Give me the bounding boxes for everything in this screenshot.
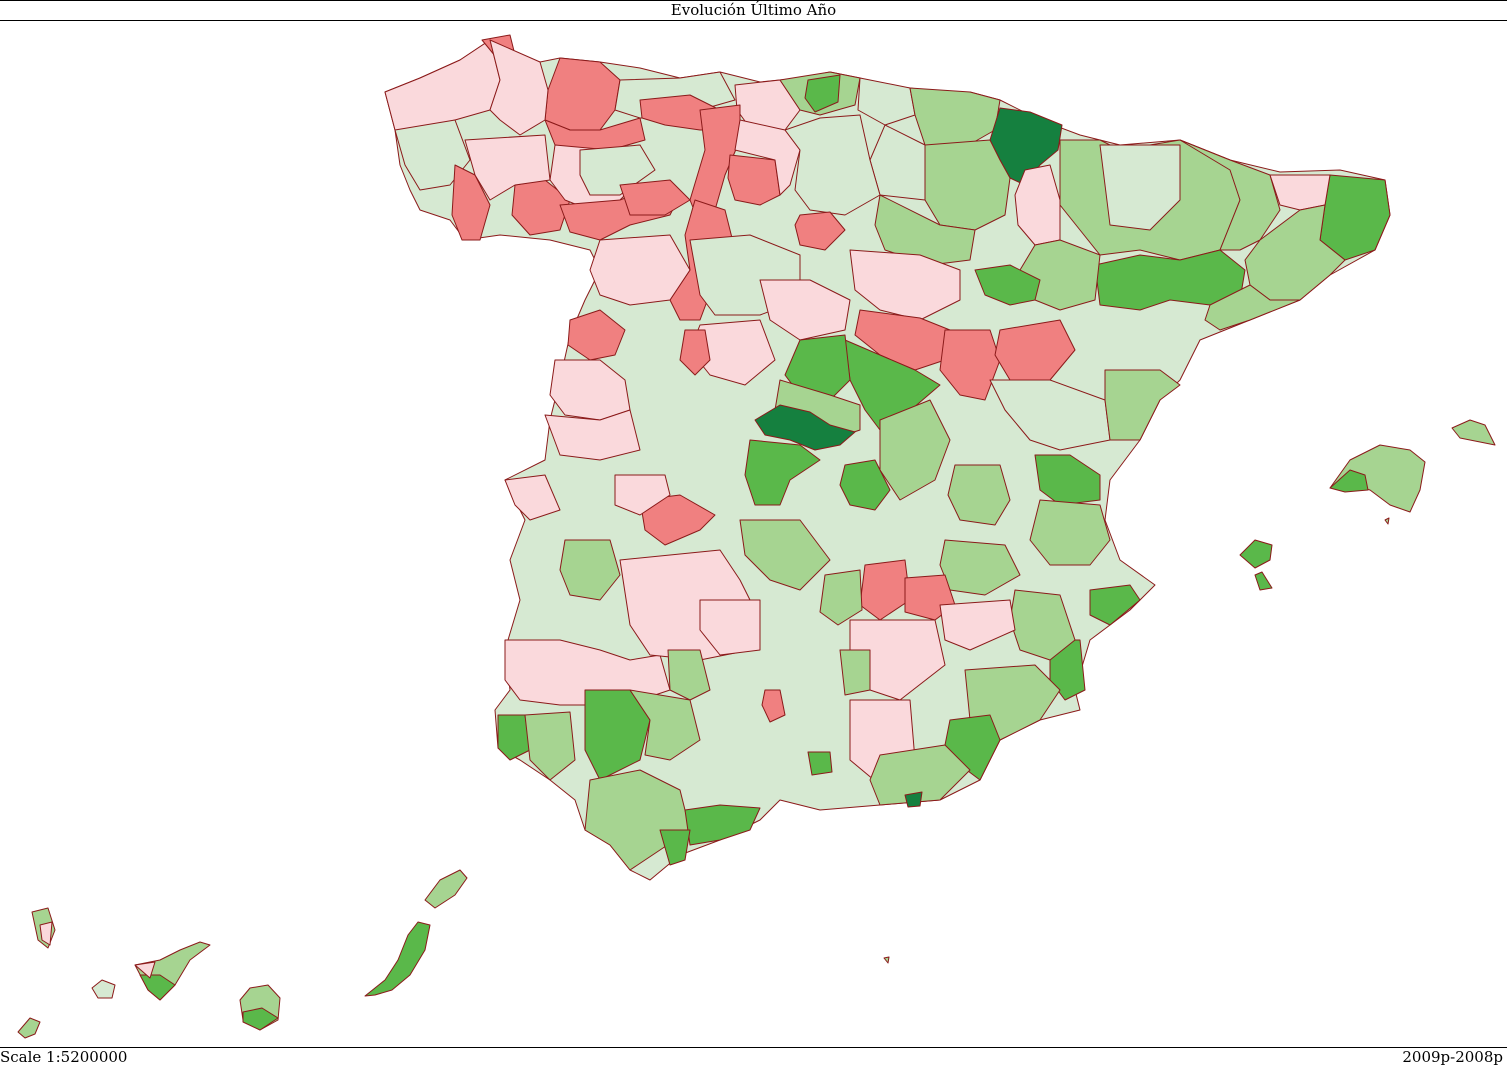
region-cuenca-green3: [839, 459, 891, 511]
region-leon-green: [579, 144, 656, 196]
region-avila-red: [679, 329, 711, 376]
region-almeria-strong: [904, 791, 923, 808]
region-teruel-red: [939, 329, 1001, 401]
map-title-bar: Evolución Último Año: [0, 0, 1507, 21]
region-cuenca-green2: [947, 464, 1011, 526]
region-tarragona: [1204, 284, 1301, 331]
region-lanzarote: [424, 869, 468, 909]
region-caceres-pink: [544, 409, 641, 461]
region-malaga-green: [684, 804, 761, 846]
region-la-gomera: [91, 979, 116, 999]
region-ourense-pink: [464, 134, 551, 201]
region-valencia-center: [1029, 499, 1111, 566]
region-melilla: [883, 956, 890, 964]
region-gran-canaria-green: [242, 1007, 279, 1031]
region-girona-green: [1319, 174, 1391, 261]
region-salamanca-red: [567, 309, 626, 361]
region-rioja-green: [874, 194, 976, 266]
region-cantabria-darkgreen: [804, 74, 841, 113]
region-granada-green: [869, 744, 971, 806]
region-alicante-green: [1089, 584, 1141, 626]
region-lugo-pink: [489, 39, 549, 136]
region-galicia-west: [394, 119, 471, 191]
region-huelva-green2: [524, 711, 576, 781]
region-guadalajara-red: [854, 309, 951, 371]
region-mallorca-green: [1329, 469, 1369, 493]
region-caceres-west-pink: [504, 474, 561, 521]
region-cordoba-pink: [699, 599, 761, 656]
region-el-hierro: [17, 1017, 41, 1039]
region-huesca-center: [1099, 144, 1181, 231]
region-castellon: [1104, 369, 1181, 441]
region-granada-coast-green: [807, 751, 833, 776]
region-soria-pink: [849, 249, 961, 321]
region-tenerife-pink: [134, 961, 156, 979]
region-huelva-green: [497, 714, 531, 761]
region-formentera: [1254, 571, 1273, 591]
region-jaen-red: [761, 689, 786, 723]
region-burgos-red: [727, 154, 781, 206]
region-alava: [869, 124, 926, 201]
region-fuerteventura: [364, 921, 431, 997]
region-toledo-green: [744, 439, 821, 506]
period-label: 2009p-2008p: [1402, 1048, 1503, 1066]
region-jaen-pink2: [939, 599, 1016, 651]
region-tenerife-green: [139, 974, 176, 1001]
region-burgos-red2: [794, 211, 846, 251]
region-caceres-red: [639, 494, 716, 546]
region-malaga-coast: [659, 829, 691, 866]
region-valencia-north-green: [1034, 454, 1101, 506]
region-albacete-green: [939, 539, 1021, 596]
region-caceres-pink2: [614, 474, 671, 516]
region-la-palma-pink: [39, 921, 53, 946]
region-lleida: [1179, 139, 1281, 251]
region-cadiz: [584, 769, 691, 871]
region-leon-red2: [619, 179, 691, 216]
region-burgos-green: [784, 114, 881, 216]
region-barcelona: [1244, 204, 1346, 301]
map-canvas[interactable]: [0, 22, 1507, 1046]
region-cordoba-green2: [839, 649, 871, 696]
region-menorca: [1451, 419, 1496, 446]
region-ciudad-real-green2: [819, 569, 863, 626]
region-sevilla-green2: [629, 689, 701, 761]
spain-choropleth-map[interactable]: [0, 22, 1507, 1046]
map-footer-bar: Scale 1:5200000 2009p-2008p: [0, 1047, 1507, 1068]
region-ibiza: [1239, 539, 1273, 569]
region-zamora-pink: [589, 234, 691, 306]
region-madrid-strong: [754, 404, 856, 451]
region-vizcaya: [857, 77, 916, 126]
region-ceuta: [1384, 517, 1390, 525]
region-badajoz-green: [559, 539, 621, 601]
region-cordoba-green: [667, 649, 711, 701]
map-title: Evolución Último Año: [670, 1, 837, 19]
region-navarra-north: [909, 87, 1001, 151]
region-ciudad-real-green: [739, 519, 831, 591]
region-teruel: [989, 379, 1111, 451]
region-navarra-center: [924, 139, 1011, 231]
region-soria-green: [974, 264, 1041, 306]
map-scale-label: Scale 1:5200000: [0, 1048, 128, 1066]
region-segovia-pink: [759, 279, 851, 341]
